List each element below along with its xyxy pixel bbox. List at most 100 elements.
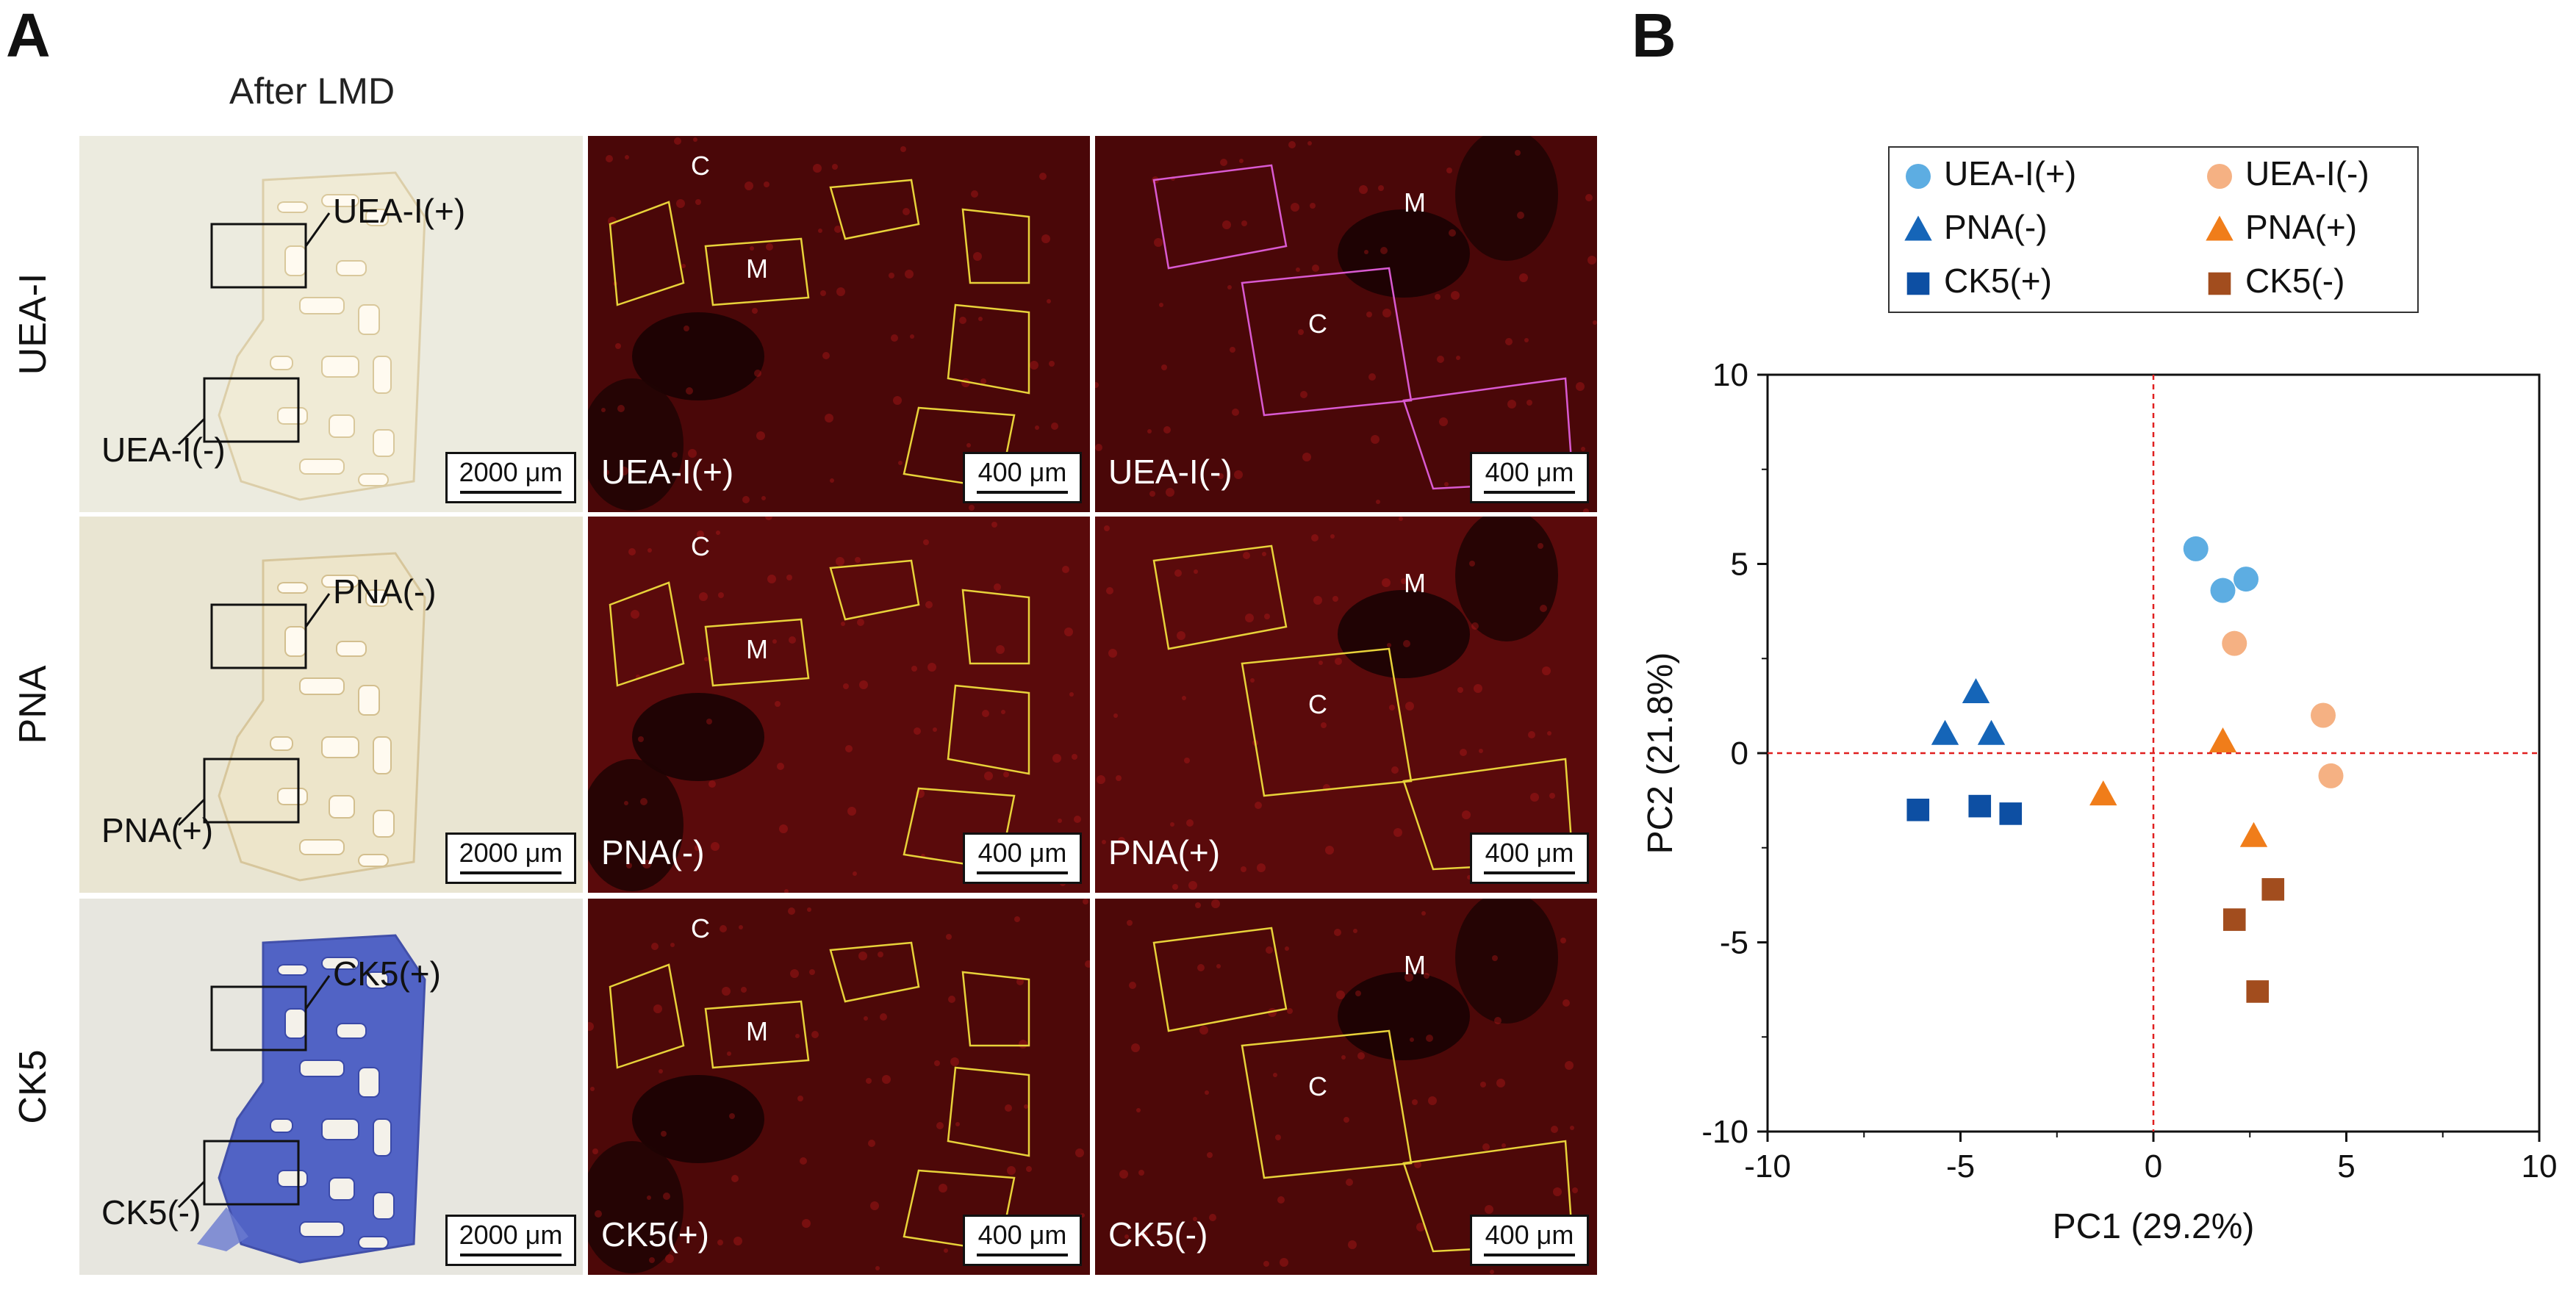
- data-point-circle: [2234, 567, 2259, 592]
- brightfield-label-top: UEA-I(+): [333, 192, 466, 230]
- data-point-square: [2261, 878, 2285, 901]
- fluorescence-scale-bar-text: 400 μm: [977, 838, 1067, 868]
- fluorescence-image-uea-i-1: C M UEA-I(+) 400 μm: [588, 136, 1090, 512]
- data-point-square: [2246, 980, 2270, 1003]
- fluorescence-scale-bar-text: 400 μm: [1485, 838, 1574, 868]
- fluorescence-scale-bar-line: [976, 1254, 1069, 1256]
- fluorescence-scale-bar-line: [976, 491, 1069, 494]
- fluorescence-scale-bar: 400 μm: [1470, 1215, 1589, 1266]
- legend-marker-circle: [1906, 164, 1931, 189]
- fluorescence-region-outlines: [1119, 899, 1578, 1274]
- data-point-triangle: [1962, 678, 1990, 704]
- brightfield-label-bottom: CK5(-): [101, 1193, 201, 1231]
- region-letter-m: M: [1404, 950, 1426, 980]
- fluorescence-image-uea-i-2: M C UEA-I(-) 400 μm: [1095, 136, 1597, 512]
- fluorescence-scale-bar-line: [1483, 1254, 1576, 1256]
- brightfield-label-bottom: PNA(+): [101, 811, 214, 849]
- x-tick-label: -5: [1946, 1148, 1975, 1184]
- brightfield-scale-bar: 2000 μm: [445, 833, 576, 884]
- legend-marker-square: [2208, 272, 2231, 295]
- x-tick-label: 10: [2522, 1148, 2558, 1184]
- fluorescence-region-outlines: [588, 899, 1090, 1273]
- fluorescence-region-outlines: [1097, 517, 1574, 890]
- data-point-square: [1968, 794, 1992, 818]
- brightfield-tissue-drawing: [177, 552, 426, 882]
- legend-marker-square: [1906, 272, 1930, 295]
- fluorescence-label: UEA-I(-): [1108, 453, 1233, 491]
- legend-marker-circle: [2207, 164, 2232, 189]
- x-tick-label: 0: [2145, 1148, 2162, 1184]
- data-point-circle: [2311, 702, 2336, 728]
- region-letter-m: M: [746, 253, 768, 284]
- y-axis-label: PC2 (21.8%): [1641, 652, 1680, 855]
- fluorescence-region-outlines: [588, 517, 1081, 893]
- fluorescence-scale-bar-text: 400 μm: [1485, 457, 1574, 487]
- fluorescence-scale-bar-text: 400 μm: [1485, 1220, 1574, 1250]
- fluorescence-label: PNA(-): [601, 833, 705, 871]
- brightfield-image-ck5: CK5(+) CK5(-) 2000 μm: [79, 899, 583, 1275]
- brightfield-label-top: PNA(-): [333, 572, 437, 611]
- brightfield-scale-bar-line: [460, 871, 562, 874]
- brightfield-image-pna: PNA(-) PNA(+) 2000 μm: [79, 517, 583, 893]
- region-letter-c: C: [1308, 1071, 1327, 1101]
- fluorescence-region-outlines: [588, 137, 1058, 511]
- brightfield-label-bottom: UEA-I(-): [101, 431, 226, 469]
- data-point-square: [1906, 798, 1930, 821]
- data-point-circle: [2183, 536, 2209, 561]
- fluorescence-label: CK5(+): [601, 1215, 709, 1254]
- x-tick-label: -10: [1744, 1148, 1791, 1184]
- legend-marker-triangle: [1904, 215, 1932, 241]
- fluorescence-scale-bar-line: [976, 871, 1069, 874]
- pca-scatter-plot: UEA-I(+) UEA-I(-) PNA(-) PNA(+) CK5(+) CK5(-)…: [1641, 146, 2558, 1246]
- data-point-square: [2222, 908, 2246, 931]
- region-letter-m: M: [1404, 568, 1426, 598]
- fluorescence-scale-bar-text: 400 μm: [977, 457, 1067, 487]
- brightfield-tissue-drawing: [177, 934, 426, 1264]
- region-letter-c: C: [691, 913, 710, 943]
- y-tick-label: -5: [1720, 925, 1748, 961]
- brightfield-tissue-drawing: [177, 171, 426, 501]
- fluorescence-label: CK5(-): [1108, 1215, 1208, 1254]
- fluorescence-scale-bar: 400 μm: [1470, 452, 1589, 503]
- after-lmd-header: After LMD: [229, 71, 395, 112]
- y-tick-label: 0: [1731, 736, 1748, 772]
- brightfield-scale-bar: 2000 μm: [445, 452, 576, 503]
- data-point-square: [1999, 802, 2023, 825]
- region-letter-m: M: [746, 634, 768, 664]
- data-point-circle: [2318, 763, 2344, 788]
- fluorescence-label: UEA-I(+): [601, 453, 734, 491]
- legend-label: PNA(-): [1944, 208, 2048, 246]
- data-point-circle: [2222, 630, 2247, 656]
- x-tick-label: 5: [2337, 1148, 2355, 1184]
- x-axis-label: PC1 (29.2%): [2053, 1207, 2255, 1246]
- legend-label: CK5(-): [2245, 262, 2344, 300]
- region-letter-m: M: [1404, 187, 1426, 217]
- brightfield-scale-bar-line: [460, 1254, 562, 1256]
- data-point-triangle: [2089, 780, 2117, 806]
- legend-label: UEA-I(+): [1944, 154, 2076, 193]
- y-tick-label: 5: [1731, 547, 1748, 583]
- legend-marker-triangle: [2206, 215, 2234, 241]
- legend-label: PNA(+): [2245, 208, 2357, 246]
- fluorescence-scale-bar-line: [1483, 871, 1576, 874]
- data-point-triangle: [1931, 719, 1959, 745]
- legend-label: UEA-I(-): [2245, 154, 2369, 193]
- brightfield-image-uea-i: UEA-I(+) UEA-I(-) 2000 μm: [79, 136, 583, 512]
- brightfield-scale-bar-text: 2000 μm: [459, 838, 563, 868]
- region-letter-c: C: [691, 151, 710, 181]
- fluorescence-region-outlines: [1095, 136, 1597, 512]
- fluorescence-scale-bar: 400 μm: [963, 452, 1082, 503]
- fluorescence-scale-bar: 400 μm: [963, 833, 1082, 884]
- row-label-uea-i: UEA-I: [12, 273, 54, 375]
- row-label-pna: PNA: [12, 665, 54, 744]
- data-point-triangle: [2209, 727, 2237, 752]
- fluorescence-label: PNA(+): [1108, 833, 1221, 871]
- fluorescence-scale-bar: 400 μm: [1470, 833, 1589, 884]
- brightfield-label-top: CK5(+): [333, 954, 441, 993]
- fluorescence-image-ck5-2: M C CK5(-) 400 μm: [1095, 899, 1597, 1275]
- fluorescence-image-pna-2: M C PNA(+) 400 μm: [1095, 517, 1597, 893]
- row-label-ck5: CK5: [12, 1049, 54, 1124]
- y-tick-label: 10: [1712, 357, 1748, 393]
- y-tick-label: -10: [1701, 1114, 1748, 1150]
- brightfield-scale-bar-text: 2000 μm: [459, 1220, 563, 1250]
